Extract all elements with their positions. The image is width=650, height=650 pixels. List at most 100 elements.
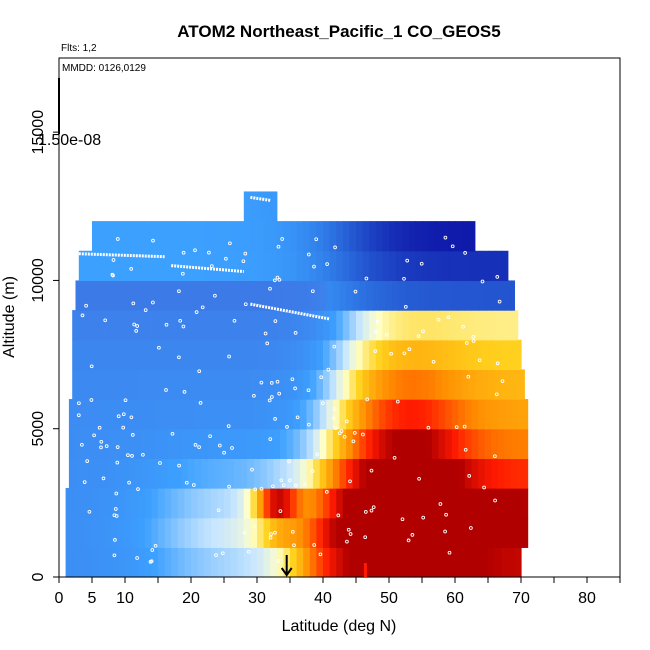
heatmap-cell <box>118 339 126 370</box>
sample-point <box>273 530 277 535</box>
sample-point <box>436 317 441 322</box>
heatmap-cell <box>82 399 90 430</box>
heatmap-cell <box>98 310 106 341</box>
heatmap-cell <box>356 310 364 341</box>
heatmap-cell <box>356 250 364 282</box>
heatmap-cell <box>451 399 459 430</box>
heatmap-cell <box>158 250 166 282</box>
heatmap-cell <box>158 310 166 341</box>
heatmap-cell <box>263 547 271 578</box>
heatmap-cell <box>349 221 357 252</box>
heatmap-cell <box>369 517 377 548</box>
heatmap-cell <box>313 280 321 311</box>
sample-point <box>111 258 116 262</box>
heatmap-cell <box>131 369 139 400</box>
heatmap-cell <box>478 280 486 311</box>
heatmap-cell <box>375 517 383 548</box>
sample-point <box>348 532 353 536</box>
heatmap-cell <box>230 339 238 370</box>
heatmap-cell <box>224 221 232 252</box>
heatmap-cell <box>257 369 265 400</box>
heatmap-cell <box>174 280 182 311</box>
heatmap-cell <box>266 399 275 430</box>
heatmap-cell <box>474 547 482 578</box>
heatmap-cell <box>494 250 502 282</box>
sample-point <box>332 407 337 411</box>
heatmap-cell <box>332 399 341 430</box>
sample-point <box>115 445 120 449</box>
sample-point <box>373 329 378 334</box>
heatmap-cell <box>435 369 443 400</box>
heatmap-cell <box>339 458 347 489</box>
heatmap-cell <box>151 488 159 519</box>
x-tick-label: 40 <box>314 590 332 607</box>
sample-point <box>157 345 161 350</box>
sample-point <box>243 251 248 256</box>
heatmap-cell <box>237 488 245 519</box>
heatmap-cell <box>88 399 96 430</box>
heatmap-cell <box>309 547 317 578</box>
heatmap-cell <box>276 310 284 341</box>
heatmap-cell <box>220 399 228 430</box>
heatmap-cell <box>303 547 311 578</box>
heatmap-cell <box>474 250 482 282</box>
colorbar-value-label: 1.50e-08 <box>38 132 101 149</box>
heatmap-cell <box>134 399 143 430</box>
heatmap-cell <box>68 428 77 459</box>
heatmap-cell <box>405 458 413 489</box>
heatmap-cell <box>342 517 350 548</box>
heatmap-cell <box>78 488 86 519</box>
heatmap-cell <box>101 428 110 459</box>
sample-point <box>181 324 186 329</box>
sample-point <box>353 289 358 294</box>
heatmap-cell <box>257 250 265 282</box>
heatmap-cell <box>448 250 456 282</box>
heatmap-cell <box>342 310 350 341</box>
heatmap-cell <box>316 369 324 400</box>
heatmap-cell <box>240 428 248 459</box>
heatmap-cell <box>379 428 387 459</box>
sample-point <box>361 432 365 437</box>
heatmap-cell <box>517 399 525 430</box>
heatmap-cell <box>405 428 413 459</box>
heatmap-cell <box>207 458 215 489</box>
sample-point <box>121 425 126 430</box>
heatmap-cell <box>514 547 522 578</box>
sample-point <box>285 425 289 429</box>
heatmap-cell <box>415 488 423 519</box>
heatmap-cell <box>494 517 502 548</box>
heatmap-cell <box>92 369 100 400</box>
heatmap-cell <box>497 280 506 311</box>
heatmap-cell <box>260 458 268 489</box>
heatmap-cell <box>349 339 357 370</box>
heatmap-cell <box>448 369 456 400</box>
sample-point <box>250 467 254 472</box>
sample-point <box>129 415 134 420</box>
heatmap-cell <box>362 221 370 252</box>
sample-point <box>101 476 106 481</box>
sample-point <box>461 324 466 329</box>
heatmap-cell <box>227 458 235 489</box>
x-axis-label: Latitude (deg N) <box>282 618 397 635</box>
heatmap-cell <box>356 339 364 370</box>
heatmap-cell <box>151 310 159 341</box>
sample-point <box>417 476 421 481</box>
sample-point <box>116 414 121 419</box>
heatmap-cell <box>448 517 456 548</box>
heatmap-cell <box>217 250 225 282</box>
sample-point <box>306 252 311 257</box>
sample-point <box>319 375 324 380</box>
heatmap-cell <box>92 221 100 252</box>
heatmap-cell <box>243 191 251 222</box>
heatmap-cell <box>501 250 509 282</box>
heatmap-cell <box>276 339 284 370</box>
heatmap-cell <box>455 488 463 519</box>
heatmap-cell <box>125 221 133 252</box>
heatmap-cell <box>263 369 271 400</box>
heatmap-cell <box>501 547 509 578</box>
heatmap-cell <box>455 339 463 370</box>
heatmap-cell <box>458 428 466 459</box>
heatmap-cell <box>257 191 265 222</box>
sample-point <box>92 433 96 438</box>
heatmap-cell <box>276 517 284 548</box>
